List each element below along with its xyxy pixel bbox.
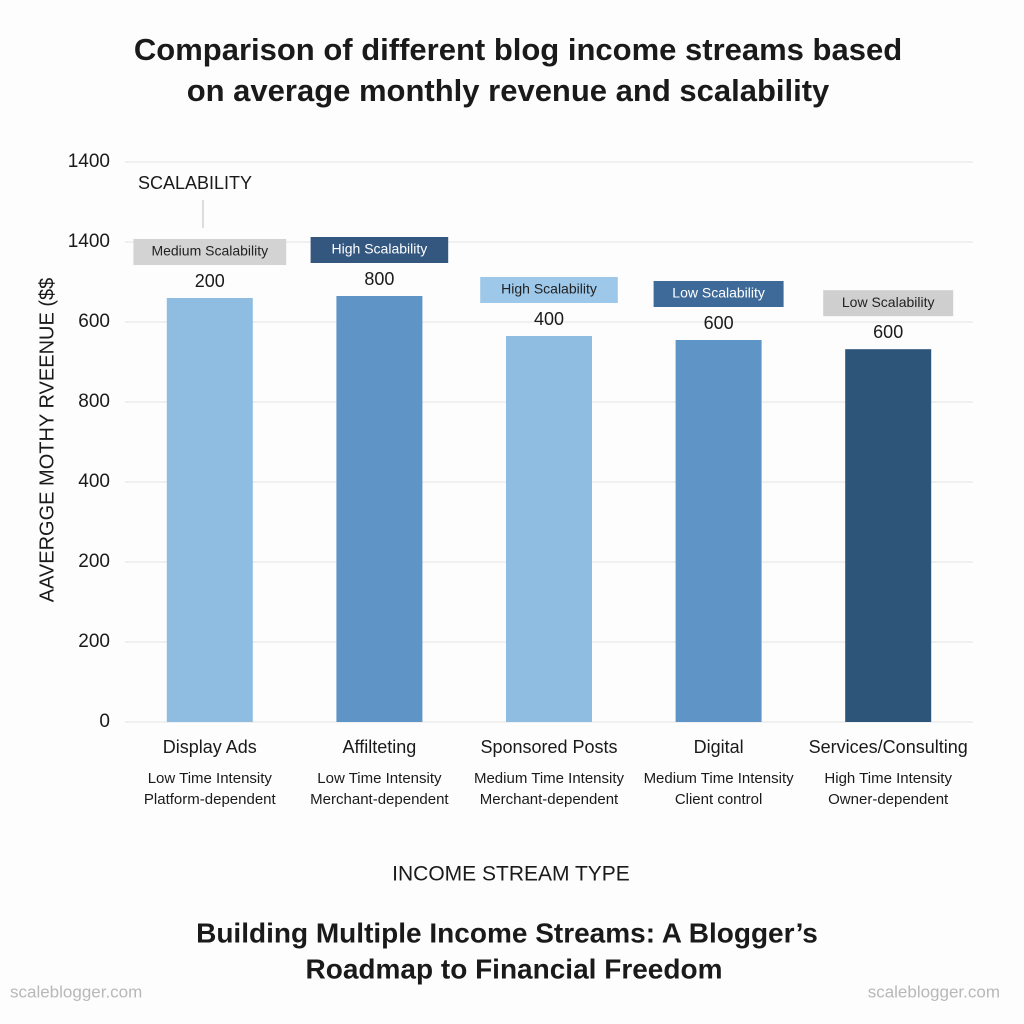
scalability-tag bbox=[310, 237, 449, 263]
watermark: scaleblogger.com bbox=[10, 982, 142, 1001]
x-tick-detail: Owner-dependent bbox=[828, 791, 949, 808]
scalability-tag-label: High Scalability bbox=[332, 241, 428, 257]
y-tick-label: 1400 bbox=[68, 151, 110, 172]
x-tick-detail: Low Time Intensity bbox=[148, 770, 273, 787]
watermark: scaleblogger.com bbox=[868, 982, 1000, 1001]
y-tick-label: 200 bbox=[78, 551, 110, 572]
bar bbox=[506, 336, 592, 722]
bar bbox=[675, 340, 762, 722]
y-axis-label: AAVERGGE MOTHY RVEENUE ($$ bbox=[36, 278, 58, 603]
y-tick-label: 0 bbox=[99, 711, 110, 732]
x-tick-detail: Low Time Intensity bbox=[317, 770, 442, 787]
x-tick-detail: Medium Time Intensity bbox=[474, 770, 625, 787]
y-tick-label: 400 bbox=[78, 471, 110, 492]
bar-annotation: 800 bbox=[364, 269, 394, 289]
scalability-tag bbox=[480, 277, 618, 303]
footer-title: Roadmap to Financial Freedom bbox=[306, 953, 723, 984]
scalability-tag bbox=[653, 281, 784, 307]
scalability-tag bbox=[823, 290, 954, 317]
bar-annotation: 600 bbox=[704, 313, 734, 333]
x-tick-label: Affilteting bbox=[343, 737, 417, 757]
x-tick-label: Sponsored Posts bbox=[480, 737, 617, 757]
y-tick-label: 200 bbox=[78, 631, 110, 652]
bar-annotation: 600 bbox=[873, 322, 903, 342]
x-tick-detail: Merchant-dependent bbox=[480, 791, 619, 808]
x-axis-label: INCOME STREAM TYPE bbox=[392, 863, 630, 886]
bar-annotation: 400 bbox=[534, 309, 564, 329]
y-tick-label: 800 bbox=[78, 391, 110, 412]
scalability-tag-label: Low Scalability bbox=[672, 285, 765, 301]
x-tick-detail: Client control bbox=[675, 791, 763, 808]
footer-title: Building Multiple Income Streams: A Blog… bbox=[196, 917, 818, 948]
x-tick-detail: Merchant-dependent bbox=[310, 791, 449, 808]
y-tick-label: 600 bbox=[78, 311, 110, 332]
x-tick-detail: Medium Time Intensity bbox=[644, 770, 795, 787]
scalability-tag-label: Low Scalability bbox=[842, 294, 935, 310]
x-tick-label: Display Ads bbox=[163, 737, 257, 757]
bar-annotation: 200 bbox=[195, 271, 225, 291]
bar bbox=[336, 296, 423, 722]
bar bbox=[166, 298, 253, 722]
x-tick-detail: Platform-dependent bbox=[144, 791, 277, 808]
x-tick-label: Services/Consulting bbox=[809, 737, 968, 757]
scalability-tag-label: Medium Scalability bbox=[151, 243, 268, 259]
scalability-tag-label: High Scalability bbox=[501, 281, 597, 297]
x-tick-detail: High Time Intensity bbox=[824, 770, 952, 787]
scalability-tag bbox=[133, 239, 287, 265]
chart-title: on average monthly revenue and scalabili… bbox=[187, 73, 830, 108]
y-tick-label: 1400 bbox=[68, 231, 110, 252]
legend-title: SCALABILITY bbox=[138, 173, 252, 193]
chart-title: Comparison of different blog income stre… bbox=[134, 32, 902, 67]
x-tick-label: Digital bbox=[694, 737, 744, 757]
bar bbox=[845, 349, 932, 722]
